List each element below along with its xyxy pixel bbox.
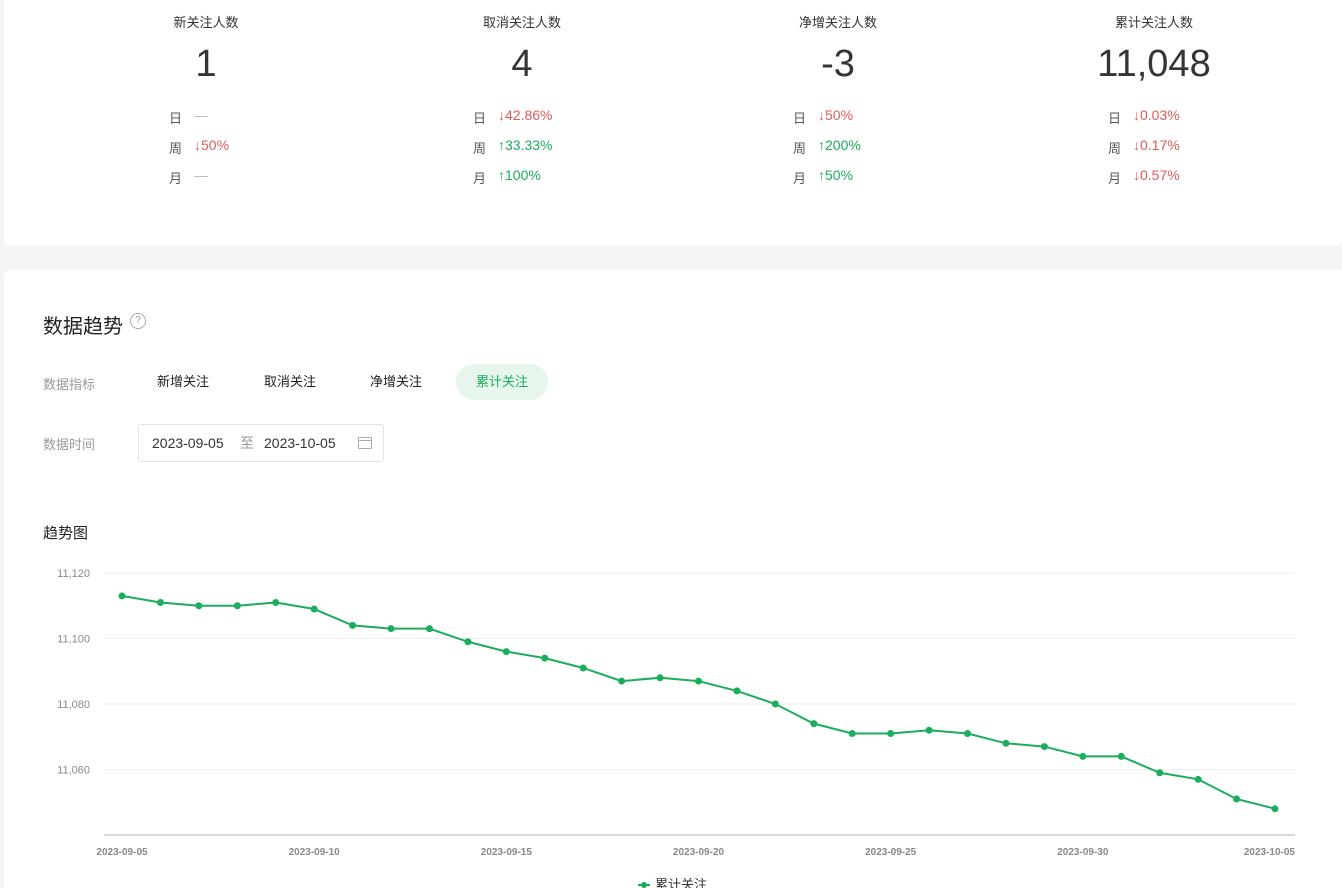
stat-period-label: 周 [169, 141, 183, 156]
stat-title: 新关注人数 [173, 15, 239, 30]
x-tick-label: 2023-10-05 [1244, 847, 1296, 858]
data-point [272, 598, 280, 606]
tab-total-follow[interactable]: 累计关注 [456, 364, 549, 400]
stat-change-value: — [194, 167, 208, 183]
stat-period-label: 日 [169, 111, 183, 126]
x-tick-label: 2023-09-30 [1057, 847, 1109, 858]
data-point [118, 592, 126, 600]
stat-change-value: ↑200% [818, 137, 861, 153]
data-point [464, 638, 472, 646]
data-point [1079, 752, 1087, 760]
stats-card: 新关注人数 1 取消关注人数 4 净增关注人数 -3 累计关注人数 11,048… [4, 0, 1342, 246]
stat-period-label: 月 [793, 171, 807, 186]
data-point [848, 729, 856, 737]
tab-new-follow[interactable]: 新增关注 [157, 374, 210, 389]
y-tick-label: 11,100 [57, 634, 90, 646]
data-point [502, 648, 510, 656]
y-tick-label: 11,060 [57, 765, 90, 777]
stat-period-label: 月 [473, 171, 487, 186]
legend-marker [641, 882, 647, 888]
stat-change-value: ↓0.03% [1133, 107, 1180, 123]
stat-change-value: ↑50% [818, 167, 854, 183]
stat-value: 11,048 [1097, 43, 1211, 85]
data-point [1271, 805, 1279, 813]
stat-title: 取消关注人数 [482, 15, 561, 30]
data-point [387, 625, 395, 633]
data-point [771, 700, 779, 708]
data-point [925, 726, 933, 734]
calendar-icon[interactable] [358, 437, 372, 449]
y-tick-label: 11,120 [57, 568, 90, 580]
stat-title: 累计关注人数 [1114, 15, 1193, 30]
stat-period-label: 日 [473, 111, 487, 126]
data-point [310, 605, 318, 613]
stat-change-value: ↓0.57% [1133, 167, 1180, 183]
stat-period-label: 月 [1108, 171, 1122, 186]
data-point [195, 602, 203, 610]
data-point [156, 598, 164, 606]
data-point [349, 621, 357, 629]
data-point [1117, 752, 1125, 760]
trend-chart: 11,060 11,080 11,100 11,120 2023-09-05 2023-0… [57, 568, 1296, 888]
data-point [964, 729, 972, 737]
data-point [733, 687, 741, 695]
stat-period-label: 周 [1108, 141, 1122, 156]
data-point [810, 720, 818, 728]
stat-change-value: ↑33.33% [498, 137, 553, 153]
data-point [541, 654, 549, 662]
y-tick-label: 11,080 [57, 699, 90, 711]
x-tick-label: 2023-09-05 [96, 847, 148, 858]
stat-change-value: ↓0.17% [1133, 137, 1180, 153]
stat-period-label: 日 [1108, 111, 1122, 126]
stat-change-value: ↓50% [194, 137, 230, 153]
legend-label: 累计关注 [655, 877, 707, 888]
stat-change-value: ↓50% [818, 107, 854, 123]
data-point [233, 602, 241, 610]
x-tick-label: 2023-09-10 [289, 847, 341, 858]
stat-period-label: 月 [169, 171, 183, 186]
stat-change-value: — [194, 107, 208, 123]
data-point [695, 677, 702, 685]
chart-title: 趋势图 [43, 525, 89, 542]
metric-label: 数据指标 [43, 377, 96, 392]
question-icon[interactable]: ? [130, 313, 146, 329]
data-point [1156, 769, 1164, 777]
tab-unfollow[interactable]: 取消关注 [264, 374, 317, 389]
stat-value: -3 [821, 43, 855, 85]
stat-change-value: ↑100% [498, 167, 541, 183]
tab-net-follow[interactable]: 净增关注 [370, 374, 423, 389]
series-line [121, 594, 1276, 810]
stat-value: 1 [195, 43, 217, 85]
date-separator: 至 [240, 435, 254, 451]
time-label: 数据时间 [43, 437, 96, 452]
stat-value: 4 [511, 43, 533, 85]
stat-change-value: ↓42.86% [498, 107, 553, 123]
date-start[interactable]: 2023-09-05 [152, 435, 224, 451]
x-tick-label: 2023-09-25 [865, 847, 917, 858]
stat-period-label: 周 [793, 141, 807, 156]
data-point [618, 677, 626, 685]
date-end[interactable]: 2023-10-05 [264, 435, 336, 451]
trend-card: 数据趋势 ? 数据指标 新增关注 取消关注 净增关注 累计关注 数据时间 202… [4, 270, 1342, 888]
stat-period-label: 周 [473, 141, 487, 156]
data-point [1002, 739, 1010, 747]
x-tick-label: 2023-09-20 [673, 847, 725, 858]
data-point [1233, 795, 1241, 803]
section-title: 数据趋势 [43, 316, 123, 338]
data-point [1194, 775, 1202, 783]
data-point [887, 729, 895, 737]
data-point [425, 625, 433, 633]
stat-title: 净增关注人数 [798, 15, 877, 30]
data-point [656, 674, 664, 682]
x-tick-label: 2023-09-15 [481, 847, 533, 858]
data-point [579, 664, 587, 672]
date-range-picker[interactable]: 2023-09-05 至 2023-10-05 [138, 424, 384, 462]
data-point [1040, 743, 1048, 751]
stat-period-label: 日 [793, 111, 807, 126]
